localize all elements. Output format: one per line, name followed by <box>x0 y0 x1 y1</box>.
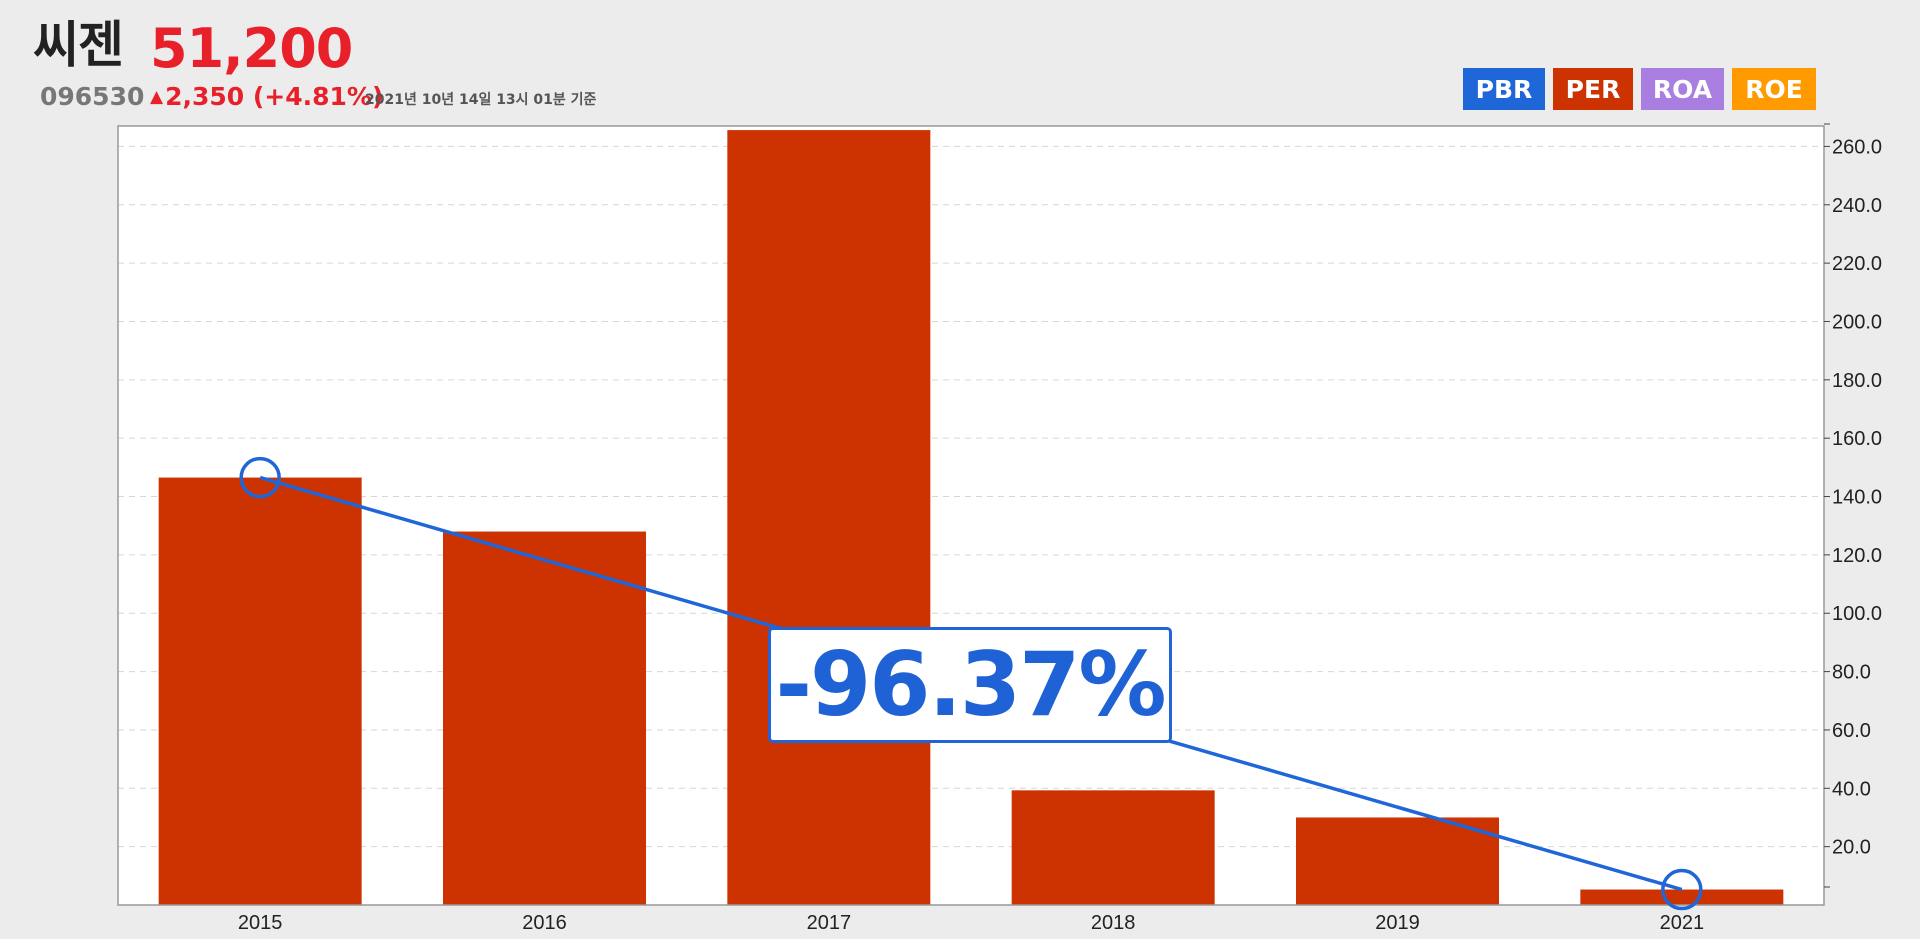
y-tick-label: 160.0 <box>1832 428 1882 450</box>
y-tick-label: 240.0 <box>1832 195 1882 217</box>
plot-background <box>118 126 1824 905</box>
trend-end-marker <box>1661 868 1703 911</box>
up-arrow-icon: ▲ <box>150 87 164 107</box>
legend-roe-button[interactable]: ROE <box>1732 68 1816 110</box>
price-change: ▲2,350 (+4.81%) <box>150 84 383 109</box>
stock-code: 096530 <box>40 82 145 111</box>
company-name: 씨젠 <box>33 16 124 74</box>
y-tick-label: 220.0 <box>1832 253 1882 275</box>
trend-start-marker <box>239 456 281 499</box>
y-tick-label: 100.0 <box>1832 603 1882 625</box>
bar-2016 <box>443 531 646 905</box>
timestamp: 2021년 10년 14일 13시 01분 기준 <box>365 92 597 108</box>
legend-roa-button[interactable]: ROA <box>1641 68 1724 110</box>
x-tick-label: 2016 <box>522 912 567 934</box>
legend-pbr-button[interactable]: PBR <box>1463 68 1545 110</box>
x-tick-label: 2015 <box>238 912 283 934</box>
y-tick-label: 40.0 <box>1832 778 1871 800</box>
x-tick-label: 2019 <box>1375 912 1420 934</box>
x-tick-label: 2017 <box>807 912 852 934</box>
bar-2019 <box>1296 817 1499 905</box>
y-tick-label: 180.0 <box>1832 370 1882 392</box>
plot-border <box>117 125 1825 906</box>
change-callout: -96.37% <box>768 627 1172 743</box>
current-price: 51,200 <box>150 17 353 80</box>
y-tick-label: 120.0 <box>1832 545 1882 567</box>
price-change-value: 2,350 (+4.81%) <box>165 82 384 111</box>
x-tick-label: 2021 <box>1660 912 1705 934</box>
bar-2015 <box>158 477 362 905</box>
bar-2021 <box>1580 889 1784 905</box>
y-tick-label: 200.0 <box>1832 311 1882 333</box>
legend-per-button[interactable]: PER <box>1553 68 1633 110</box>
y-tick-label: 80.0 <box>1832 662 1871 684</box>
y-tick-label: 60.0 <box>1832 720 1871 742</box>
y-tick-label: 260.0 <box>1832 136 1882 158</box>
bar-2017 <box>727 130 931 905</box>
x-tick-label: 2018 <box>1091 912 1136 934</box>
y-tick-label: 140.0 <box>1832 487 1882 509</box>
bar-2018 <box>1011 790 1215 905</box>
y-tick-label: 20.0 <box>1832 837 1871 859</box>
